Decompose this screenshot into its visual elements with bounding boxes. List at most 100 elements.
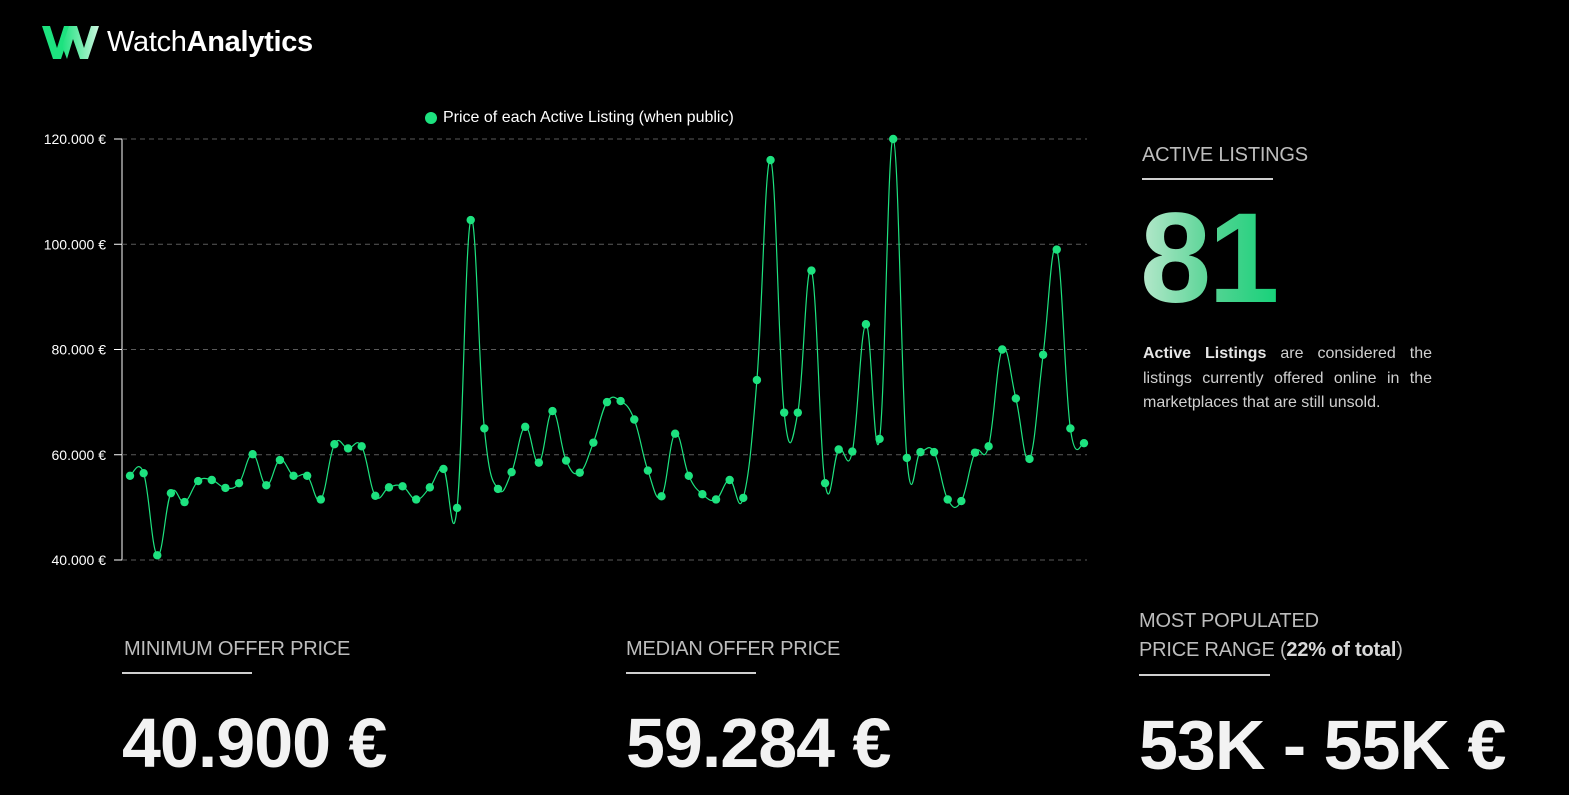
series-line bbox=[129, 138, 1085, 556]
data-point[interactable] bbox=[439, 464, 448, 474]
data-point[interactable] bbox=[970, 448, 980, 457]
data-point[interactable] bbox=[1066, 424, 1075, 433]
data-point[interactable] bbox=[193, 476, 203, 486]
data-point[interactable] bbox=[711, 495, 721, 504]
minimum-offer-price-divider bbox=[122, 672, 252, 674]
data-point[interactable] bbox=[779, 408, 789, 417]
data-point[interactable] bbox=[384, 483, 394, 492]
data-point[interactable] bbox=[207, 475, 216, 485]
data-point[interactable] bbox=[125, 471, 135, 480]
active-listings-divider bbox=[1142, 178, 1273, 180]
chart-legend[interactable]: Price of each Active Listing (when publi… bbox=[425, 109, 734, 127]
watch-analytics-logo-icon bbox=[42, 26, 99, 59]
data-point[interactable] bbox=[998, 345, 1007, 354]
data-point[interactable] bbox=[466, 215, 475, 225]
y-tick-label: 40.000 € bbox=[52, 552, 107, 568]
median-offer-price-label: MEDIAN OFFER PRICE bbox=[626, 638, 841, 660]
legend-marker bbox=[425, 112, 437, 124]
y-tick-label: 120.000 € bbox=[44, 131, 106, 147]
data-point[interactable] bbox=[234, 478, 244, 488]
data-point[interactable] bbox=[902, 453, 912, 463]
data-point[interactable] bbox=[275, 455, 285, 465]
data-point[interactable] bbox=[752, 375, 762, 385]
y-tick-label: 100.000 € bbox=[44, 236, 106, 252]
range-label-percent: 22% of total bbox=[1286, 639, 1397, 661]
data-point[interactable] bbox=[875, 434, 884, 444]
data-point[interactable] bbox=[330, 440, 339, 449]
data-point[interactable] bbox=[793, 408, 802, 417]
active-listings-description-term: Active Listings bbox=[1143, 345, 1267, 362]
data-point[interactable] bbox=[957, 496, 966, 506]
data-point[interactable] bbox=[943, 495, 952, 504]
data-point[interactable] bbox=[507, 467, 516, 477]
logo[interactable]: WatchAnalytics bbox=[40, 22, 313, 62]
data-point[interactable] bbox=[425, 483, 435, 492]
data-point[interactable] bbox=[575, 468, 584, 477]
data-point[interactable] bbox=[670, 429, 680, 438]
most-populated-price-range-label: MOST POPULATED PRICE RANGE (22% of total… bbox=[1139, 607, 1403, 665]
data-point[interactable] bbox=[589, 438, 598, 447]
data-point[interactable] bbox=[412, 495, 421, 504]
data-point[interactable] bbox=[1025, 454, 1034, 464]
y-tick-label: 60.000 € bbox=[52, 447, 107, 463]
data-point[interactable] bbox=[698, 490, 707, 499]
data-point[interactable] bbox=[248, 450, 257, 459]
data-point[interactable] bbox=[861, 320, 871, 329]
active-listings-count: 81 bbox=[1140, 187, 1279, 330]
data-point[interactable] bbox=[221, 483, 230, 493]
data-point[interactable] bbox=[1011, 394, 1021, 403]
data-point[interactable] bbox=[371, 491, 380, 500]
data-point[interactable] bbox=[834, 445, 843, 454]
range-label-line2: PRICE RANGE ( bbox=[1139, 639, 1287, 661]
data-point[interactable] bbox=[521, 422, 530, 432]
active-listings-description-text: are considered the listings currently of… bbox=[1143, 345, 1432, 411]
data-point[interactable] bbox=[630, 415, 639, 424]
most-populated-price-range-value: 53K - 55K € bbox=[1139, 706, 1506, 784]
data-point[interactable] bbox=[643, 466, 653, 475]
data-point[interactable] bbox=[398, 482, 407, 491]
range-label-line1: MOST POPULATED bbox=[1139, 610, 1319, 632]
data-point[interactable] bbox=[316, 495, 325, 504]
data-point[interactable] bbox=[452, 503, 462, 513]
data-point[interactable] bbox=[166, 488, 176, 498]
data-point[interactable] bbox=[984, 442, 993, 451]
data-point[interactable] bbox=[848, 447, 857, 456]
data-point[interactable] bbox=[1052, 245, 1061, 254]
data-point[interactable] bbox=[302, 471, 312, 480]
range-label-close: ) bbox=[1396, 639, 1403, 661]
data-point[interactable] bbox=[739, 493, 748, 503]
data-point[interactable] bbox=[561, 456, 571, 465]
data-point[interactable] bbox=[139, 468, 148, 478]
data-point[interactable] bbox=[725, 475, 734, 485]
brand-name-light: Watch bbox=[107, 25, 187, 58]
data-point[interactable] bbox=[534, 458, 544, 467]
price-line-chart: 40.000 € 60.000 € 80.000 € 100.000 € 120.000… bbox=[44, 131, 1089, 568]
data-point[interactable] bbox=[1038, 350, 1048, 359]
y-tick-label: 80.000 € bbox=[52, 342, 107, 358]
median-offer-price-divider bbox=[626, 672, 756, 674]
data-point[interactable] bbox=[357, 442, 366, 451]
data-point[interactable] bbox=[616, 396, 625, 406]
data-point[interactable] bbox=[180, 497, 189, 507]
data-point[interactable] bbox=[602, 397, 612, 407]
median-offer-price-value: 59.284 € bbox=[626, 704, 891, 782]
data-point[interactable] bbox=[916, 447, 925, 457]
data-point[interactable] bbox=[684, 471, 693, 480]
data-point[interactable] bbox=[929, 447, 939, 457]
data-point[interactable] bbox=[657, 492, 666, 501]
brand-name-bold: Analytics bbox=[186, 25, 314, 58]
data-point[interactable] bbox=[820, 478, 830, 488]
data-point[interactable] bbox=[548, 406, 557, 416]
data-point[interactable] bbox=[262, 481, 271, 490]
data-point[interactable] bbox=[480, 424, 489, 433]
data-point[interactable] bbox=[807, 266, 816, 275]
data-point[interactable] bbox=[889, 134, 898, 144]
data-point[interactable] bbox=[493, 484, 503, 494]
data-point[interactable] bbox=[766, 155, 775, 165]
data-point[interactable] bbox=[1079, 438, 1089, 448]
data-point[interactable] bbox=[343, 444, 353, 453]
minimum-offer-price-value: 40.900 € bbox=[122, 704, 387, 782]
data-point[interactable] bbox=[289, 471, 298, 480]
data-point[interactable] bbox=[153, 551, 162, 560]
active-listings-description: Active Listings are considered the listi… bbox=[1143, 342, 1432, 416]
